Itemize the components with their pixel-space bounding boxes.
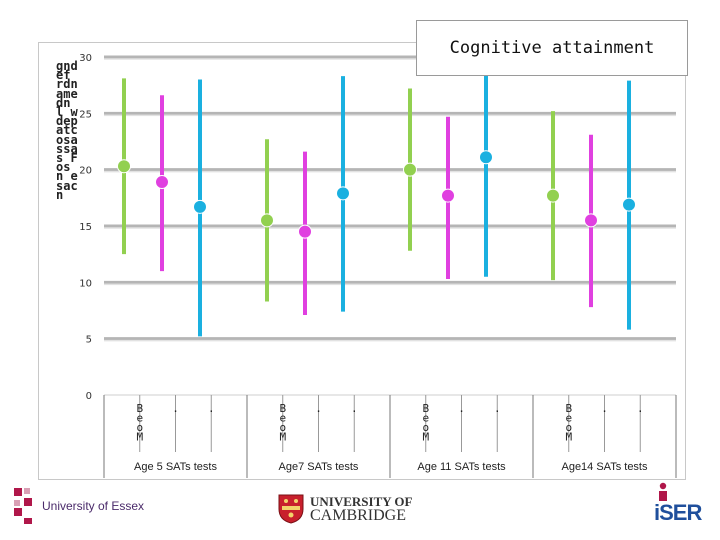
y-tick-label: 25: [79, 109, 92, 120]
y-tick-label: 0: [86, 391, 92, 402]
iser-figure-icon: [659, 482, 667, 501]
group-label: Age 5 SATs tests: [134, 461, 217, 473]
subcategory-label: .: [458, 402, 465, 415]
cambridge-logo: UNIVERSITY OF CAMBRIDGE: [278, 492, 428, 526]
y-tick-label: 15: [79, 222, 92, 233]
data-point: [298, 224, 312, 239]
group-label: Age7 SATs tests: [279, 461, 359, 473]
data-point: [546, 188, 560, 203]
data-point: [260, 213, 274, 228]
y-tick-label: 20: [79, 166, 92, 177]
data-point: [403, 162, 417, 177]
subcategory-label: .: [315, 402, 322, 415]
marks-layer: [117, 68, 636, 337]
group-label: Age 11 SATs tests: [417, 461, 506, 473]
iser-logo-text: iSER: [654, 500, 702, 525]
iser-logo: iSER: [652, 480, 714, 530]
cambridge-logo-line1: UNIVERSITY OF: [310, 494, 413, 509]
data-point: [584, 213, 598, 228]
data-point: [479, 150, 493, 165]
subcategory-label: .: [208, 402, 215, 415]
y-tick-label: 10: [79, 278, 92, 289]
axis-layer: 0 5 10 15 20 25 30 B e o M. . Age 5 SATs tests B e o M..…: [79, 53, 677, 478]
y-tick-label: 5: [86, 335, 92, 346]
chart-title: Cognitive attainment: [449, 38, 655, 58]
cambridge-shield-icon: [278, 494, 304, 524]
essex-emblem-icon: [14, 488, 32, 524]
subcategory-label: .: [494, 402, 501, 415]
essex-logo-text: University of Essex: [42, 499, 145, 513]
data-point: [441, 188, 455, 203]
chart-title-box: Cognitive attainment: [416, 20, 688, 76]
subcategory-label: .: [637, 402, 644, 415]
subcategory-label: .: [351, 402, 358, 415]
data-point: [336, 186, 350, 201]
y-tick-label: 30: [79, 53, 92, 64]
chart-frame: [38, 42, 686, 480]
group-label: Age14 SATs tests: [561, 461, 648, 473]
essex-logo: University of Essex: [14, 486, 154, 526]
subcategory-label: .: [172, 402, 179, 415]
y-axis-label: gndef rdnamedn l wdepatcosassas Fos n es…: [56, 59, 78, 202]
data-point: [155, 175, 169, 190]
data-point: [622, 197, 636, 212]
subcategory-label: .: [601, 402, 608, 415]
data-point: [117, 159, 131, 174]
data-point: [193, 199, 207, 214]
cambridge-logo-line2: CAMBRIDGE: [310, 507, 407, 524]
